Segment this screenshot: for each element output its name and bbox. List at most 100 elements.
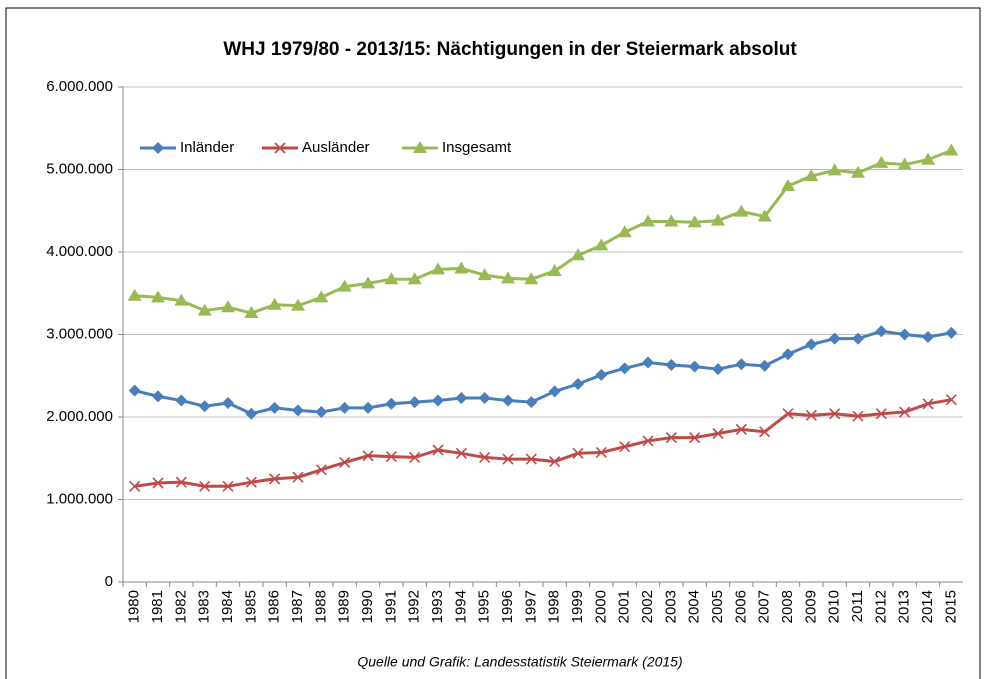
point bbox=[274, 142, 286, 154]
point bbox=[129, 480, 141, 492]
point bbox=[384, 272, 399, 285]
point bbox=[409, 451, 421, 463]
x-tick-label: 2002 bbox=[639, 590, 656, 623]
point bbox=[175, 476, 187, 488]
point bbox=[385, 451, 397, 463]
x-tick-label: 2010 bbox=[826, 590, 843, 623]
point bbox=[921, 152, 935, 165]
point bbox=[269, 473, 281, 485]
point bbox=[128, 384, 141, 397]
point bbox=[222, 480, 234, 492]
point bbox=[455, 392, 468, 405]
x-tick-label: 1989 bbox=[336, 590, 353, 623]
point bbox=[594, 238, 609, 251]
point bbox=[805, 409, 817, 421]
point bbox=[267, 297, 282, 310]
point bbox=[571, 248, 585, 261]
point bbox=[291, 298, 305, 311]
point bbox=[712, 427, 724, 440]
x-tick-label: 1990 bbox=[359, 590, 376, 623]
point bbox=[922, 398, 934, 410]
point bbox=[525, 396, 538, 409]
point bbox=[734, 204, 749, 217]
point bbox=[478, 392, 491, 405]
point bbox=[804, 169, 819, 182]
point bbox=[549, 455, 561, 468]
x-tick-label: 1995 bbox=[476, 590, 493, 623]
point bbox=[851, 165, 865, 178]
x-tick-label: 1986 bbox=[266, 590, 283, 623]
point bbox=[524, 272, 539, 285]
point bbox=[944, 143, 959, 156]
x-tick-label: 2012 bbox=[872, 590, 889, 623]
point bbox=[174, 293, 189, 306]
x-tick-label: 1991 bbox=[382, 590, 399, 623]
point bbox=[314, 290, 329, 303]
point bbox=[407, 272, 422, 285]
point bbox=[245, 476, 257, 488]
point bbox=[712, 363, 724, 376]
point bbox=[899, 406, 911, 418]
point bbox=[689, 432, 701, 444]
x-tick-label: 1994 bbox=[452, 590, 469, 623]
source-note: Quelle und Grafik: Landesstatistik Steie… bbox=[357, 654, 682, 670]
x-tick-label: 2015 bbox=[942, 590, 959, 623]
x-tick-label: 2011 bbox=[849, 590, 866, 622]
y-tick-label: 0 bbox=[105, 573, 113, 590]
x-tick-label: 2001 bbox=[616, 590, 633, 623]
point bbox=[385, 397, 398, 410]
point bbox=[617, 225, 632, 238]
chart-title: WHJ 1979/80 - 2013/15: Nächtigungen in d… bbox=[223, 39, 797, 60]
point bbox=[337, 279, 352, 292]
x-tick-label: 1981 bbox=[149, 590, 166, 623]
point bbox=[642, 435, 654, 447]
point bbox=[197, 303, 212, 316]
point bbox=[292, 404, 304, 417]
x-tick-label: 1987 bbox=[289, 590, 306, 623]
point bbox=[502, 394, 514, 407]
point bbox=[572, 447, 584, 459]
point bbox=[618, 362, 631, 375]
point bbox=[175, 394, 188, 407]
point bbox=[945, 394, 957, 406]
point bbox=[315, 464, 327, 476]
point bbox=[361, 276, 375, 289]
point bbox=[782, 348, 794, 361]
point bbox=[455, 447, 467, 459]
point bbox=[829, 408, 841, 420]
point bbox=[501, 271, 515, 284]
point bbox=[922, 330, 934, 343]
point bbox=[339, 456, 351, 468]
point bbox=[502, 453, 514, 465]
point bbox=[781, 179, 795, 191]
point bbox=[362, 401, 374, 414]
x-tick-label: 1992 bbox=[406, 590, 423, 623]
point bbox=[152, 142, 164, 154]
x-tick-label: 1988 bbox=[312, 590, 329, 623]
point bbox=[688, 360, 701, 373]
point bbox=[595, 368, 608, 381]
series-line bbox=[134, 398, 952, 488]
x-tick-label: 1999 bbox=[569, 590, 586, 623]
point bbox=[477, 268, 492, 281]
point bbox=[315, 406, 328, 419]
x-tick-label: 2009 bbox=[802, 590, 819, 623]
point bbox=[828, 332, 841, 345]
point bbox=[759, 426, 771, 438]
point bbox=[362, 450, 374, 462]
point bbox=[431, 262, 445, 275]
point bbox=[432, 444, 444, 456]
y-tick-label: 5.000.000 bbox=[46, 160, 113, 177]
x-tick-label: 1996 bbox=[499, 590, 516, 623]
point bbox=[408, 396, 421, 409]
point bbox=[735, 358, 748, 371]
legend-label: Inländer bbox=[180, 139, 234, 156]
point bbox=[222, 396, 234, 409]
point bbox=[875, 325, 888, 338]
point bbox=[852, 332, 864, 345]
x-tick-label: 2008 bbox=[779, 590, 796, 623]
point bbox=[432, 394, 444, 407]
point bbox=[454, 261, 469, 274]
point bbox=[479, 451, 491, 463]
